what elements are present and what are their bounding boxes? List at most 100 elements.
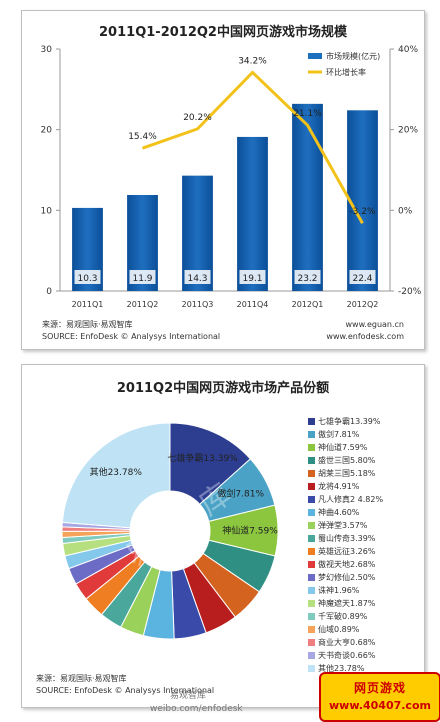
pie-legend-item: 傲剑7.81% — [308, 428, 383, 441]
pie-legend-swatch — [308, 639, 315, 646]
product-share-chart-panel: 2011Q2中国网页游戏市场产品份额 易观智库 七雄争霸13.39% 傲剑7.81%… — [21, 364, 425, 708]
pie-legend-item: 仙域0.89% — [308, 623, 383, 636]
weibo-url[interactable]: weibo.com/enfodesk — [150, 704, 243, 714]
pie-legend-swatch — [308, 613, 315, 620]
growth-label: 21.1% — [293, 109, 322, 119]
right-tick-label: 20% — [398, 126, 418, 136]
pie-legend-label: 商业大亨0.68% — [318, 638, 376, 647]
bar-value-box — [349, 270, 376, 284]
left-tick-label: 30 — [41, 45, 53, 55]
category-label: 2011Q3 — [182, 300, 214, 309]
pie-legend-item: 诛神1.96% — [308, 584, 383, 597]
right-tick-label: -20% — [398, 287, 422, 297]
pie-legend-item: 盛世三国5.80% — [308, 454, 383, 467]
growth-label: 34.2% — [238, 56, 267, 66]
pie-legend-label: 盛世三国5.80% — [318, 456, 376, 465]
bar-value-label: 23.2 — [297, 274, 317, 284]
slice-inner-label: 七雄争霸13.39% — [167, 452, 238, 464]
pie-legend: 七雄争霸13.39% 傲剑7.81% 神仙道7.59% 盛世三国5.80% 胡莱三国5.… — [308, 415, 383, 675]
pie-legend-item: 神仙道7.59% — [308, 441, 383, 454]
pie-legend-item: 神曲4.60% — [308, 506, 383, 519]
site-logo[interactable]: 网页游戏 www.40407.com — [319, 672, 440, 722]
pie-chart-title: 2011Q2中国网页游戏市场产品份额 — [116, 381, 330, 396]
pie-legend-item: 商业大亨0.68% — [308, 636, 383, 649]
pie-legend-swatch — [308, 470, 315, 477]
bar-source-en: SOURCE: EnfoDesk © Analysys Internationa… — [42, 332, 221, 341]
pie-legend-swatch — [308, 496, 315, 503]
pie-legend-item: 其他23.78% — [308, 662, 383, 675]
pie-legend-swatch — [308, 509, 315, 516]
growth-label: 20.2% — [183, 113, 212, 123]
donut-slice — [61, 422, 171, 529]
pie-legend-label: 天书奇谈0.66% — [318, 651, 376, 660]
legend-line-label: 环比增长率 — [326, 67, 366, 77]
right-tick-label: 40% — [398, 45, 418, 55]
slice-inner-label: 其他23.78% — [90, 466, 143, 478]
pie-legend-swatch — [308, 626, 315, 633]
url-enfodesk[interactable]: www.enfodesk.com — [326, 332, 404, 341]
bar — [292, 103, 323, 291]
bar-value-label: 19.1 — [242, 274, 262, 284]
pie-legend-swatch — [308, 431, 315, 438]
pie-legend-swatch — [308, 574, 315, 581]
weibo-brand: 易观智库 — [170, 691, 207, 701]
pie-legend-item: 蜀山传奇3.39% — [308, 532, 383, 545]
bar — [347, 110, 378, 291]
right-tick-label: 0% — [398, 206, 413, 216]
slice-inner-label: 神仙道7.59% — [222, 525, 278, 537]
url-eguan[interactable]: www.eguan.cn — [345, 320, 405, 329]
pie-legend-item: 英雄远征3.26% — [308, 545, 383, 558]
pie-legend-swatch — [308, 665, 315, 672]
pie-legend-item: 弹弹堂3.57% — [308, 519, 383, 532]
growth-line — [142, 70, 364, 224]
category-label: 2011Q1 — [72, 300, 104, 309]
pie-legend-label: 神魔遮天1.87% — [318, 599, 376, 608]
pie-legend-item: 傲视天地2.68% — [308, 558, 383, 571]
market-size-chart-panel: 2011Q1-2012Q2中国网页游戏市场规模 0 10 20 30 -20% 0% 20%… — [21, 10, 425, 350]
left-tick-label: 10 — [41, 206, 53, 216]
bar — [237, 136, 268, 291]
bar-value-box — [129, 270, 156, 284]
pie-legend-item: 神魔遮天1.87% — [308, 597, 383, 610]
bar-line-chart: 0 10 20 30 -20% 0% 20% 40% 10.3 2011Q1 11.9 2011Q2 1… — [41, 45, 422, 309]
pie-legend-item: 天书奇谈0.66% — [308, 649, 383, 662]
left-tick-label: 0 — [46, 287, 52, 297]
pie-legend-item: 胡莱三国5.18% — [308, 467, 383, 480]
bar-value-box — [184, 270, 211, 284]
category-label: 2011Q4 — [237, 300, 269, 309]
bar-value-label: 11.9 — [132, 274, 152, 284]
logo-url: www.40407.com — [329, 699, 431, 712]
pie-legend-swatch — [308, 652, 315, 659]
category-label: 2012Q1 — [292, 300, 324, 309]
pie-legend-label: 龙将4.91% — [318, 482, 360, 491]
pie-legend-label: 神曲4.60% — [318, 508, 360, 517]
bar-value-box — [239, 270, 266, 284]
pie-source-cn: 来源：易观国际·易观智库 — [36, 674, 127, 683]
pie-legend-label: 神仙道7.59% — [318, 443, 368, 452]
pie-legend-item: 千军破0.89% — [308, 610, 383, 623]
pie-source-en: SOURCE: EnfoDesk © Analysys Internationa… — [36, 686, 215, 695]
pie-legend-item: 凡人修真2 4.82% — [308, 493, 383, 506]
legend-bar-label: 市场规模(亿元) — [326, 51, 380, 61]
pie-legend-label: 傲视天地2.68% — [318, 560, 376, 569]
pie-legend-label: 千军破0.89% — [318, 612, 368, 621]
pie-legend-label: 胡莱三国5.18% — [318, 469, 376, 478]
left-tick-label: 20 — [41, 126, 53, 136]
pie-legend-label: 仙域0.89% — [318, 625, 360, 634]
pie-legend-swatch — [308, 522, 315, 529]
pie-legend-label: 傲剑7.81% — [318, 430, 360, 439]
pie-legend-label: 英雄远征3.26% — [318, 547, 376, 556]
category-label: 2011Q2 — [127, 300, 159, 309]
pie-legend-swatch — [308, 444, 315, 451]
bar-value-label: 14.3 — [187, 274, 207, 284]
pie-legend-swatch — [308, 535, 315, 542]
slice-inner-label: 傲剑7.81% — [217, 488, 264, 500]
pie-legend-item: 梦幻修仙2.50% — [308, 571, 383, 584]
growth-label: -3.2% — [349, 207, 376, 217]
pie-legend-label: 凡人修真2 4.82% — [318, 495, 384, 504]
logo-title: 网页游戏 — [353, 681, 406, 695]
pie-legend-label: 诛神1.96% — [318, 586, 360, 595]
bar-source-urls: www.eguan.cn www.enfodesk.com — [326, 319, 404, 343]
pie-legend-swatch — [308, 418, 315, 425]
